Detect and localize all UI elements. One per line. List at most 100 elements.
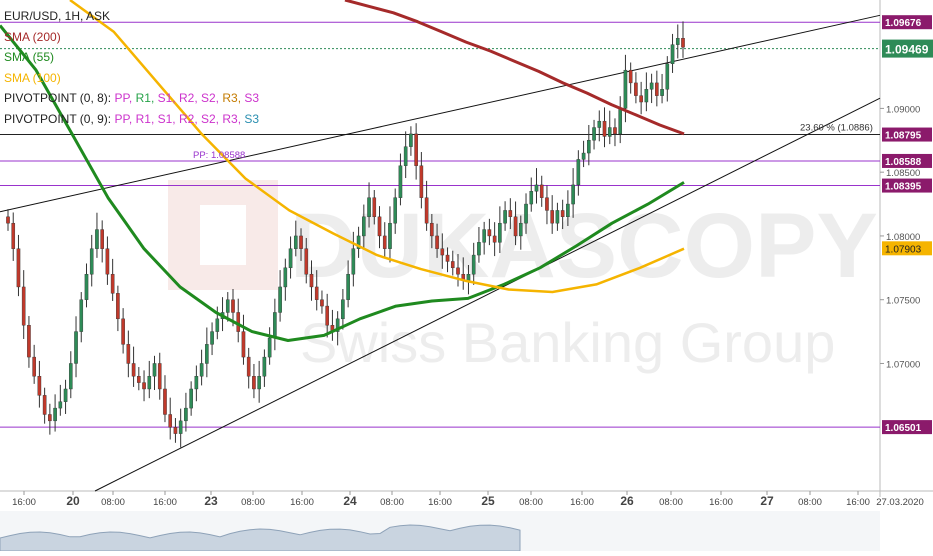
legend-sma200-label: SMA (200) [4,29,61,44]
candle-body [42,395,47,415]
candle-body [623,69,628,109]
legend-sma100[interactable]: SMA (100) [4,68,259,89]
legend-sma200[interactable]: SMA (200) [4,27,259,48]
candle-body [21,286,26,326]
candle-body [341,299,345,320]
pivot-pp-label: PP: 1.08588 [193,150,245,161]
candle-body [210,331,214,345]
sma100-price-tag [882,241,932,256]
level-price-label: 1.09676 [885,18,922,29]
candle-body [257,376,261,390]
watermark-logo-cross [200,205,246,265]
candle-body [581,152,586,160]
trendline [0,14,881,213]
legend-pivot-9[interactable]: PIVOTPOINT (0, 9): PP, R1, S1, R2, S2, R… [4,109,259,130]
annotations: PP: 1.08588 23.60 % (1.0886) [193,123,873,161]
level-price-tag [882,127,932,142]
candle-body [377,216,382,237]
candle-body [524,203,528,224]
sma200-line [344,0,685,136]
candle-body [252,376,256,390]
candle-body [675,38,680,45]
candle-body [419,165,424,198]
x-tick-label: 26 [620,494,634,508]
candle-body [618,108,623,135]
price-axis[interactable]: 1.09000 1.08500 1.08000 1.07500 1.07000 1.096… [880,15,933,435]
x-tick-label: 16:00 [570,497,594,508]
legend-pivot-9-label: PIVOTPOINT (0, 9): [4,111,115,126]
candle-body [639,95,643,103]
candle-body [68,363,73,390]
candle-body [450,261,455,269]
candle-body [628,69,633,84]
candle-body [215,318,220,332]
chart-legend: EUR/USD, 1H, ASK SMA (200) SMA (55) SMA … [4,6,259,129]
candle-body [84,273,89,300]
x-tick-label: 08:00 [101,497,125,508]
candle-body [602,120,607,137]
candle-body [58,401,63,409]
candle-body [508,210,513,218]
candle-body [116,293,120,320]
candle-body [79,299,84,332]
candle-body [320,299,324,307]
candle-body [225,299,230,313]
x-tick-label: 16:00 [709,497,733,508]
x-tick-label: 08:00 [380,497,404,508]
candle-body [304,248,309,275]
candle-body [262,356,267,377]
candle-body [168,414,173,428]
candle-body [63,388,68,402]
candle-body [309,273,314,288]
legend-sma55[interactable]: SMA (55) [4,47,259,68]
y-tick-label: 1.09000 [886,104,920,115]
legend-sma55-label: SMA (55) [4,50,55,64]
legend-pivot9-s2: S2, [201,111,223,126]
x-tick-label: 08:00 [241,497,265,508]
navigator-strip[interactable] [0,511,880,552]
candle-body [241,331,246,358]
candle-body [194,376,199,390]
candle-body [382,235,387,249]
moving-averages [0,0,685,342]
x-tick-label: 08:00 [519,497,543,508]
x-tick-label: 16:00 [846,497,870,508]
time-axis[interactable]: 16:00 20 08:00 16:00 23 08:00 16:00 24 08:00 16:0… [12,491,924,508]
x-tick-label: 24 [343,494,357,508]
level-price-label: 1.06501 [885,423,922,434]
candle-body [477,242,481,256]
candle-body [278,286,282,313]
candle-body [314,286,319,300]
legend-pivot-8[interactable]: PIVOTPOINT (0, 8): PP, R1, S1, R2, S2, R… [4,88,259,109]
legend-pivot8-r1: R1, [135,91,158,105]
candle-body [430,222,434,237]
sma100-line [69,0,685,294]
legend-pivot9-r2: R2, [178,111,201,126]
watermark-subtitle: Swiss Banking Group [300,311,835,374]
candle-body [597,120,602,128]
x-tick-label: 20 [66,494,80,508]
candlesticks [6,21,685,448]
legend-symbol: EUR/USD, 1H, ASK [4,6,259,27]
candle-body [89,248,94,275]
candle-body [178,420,183,434]
candle-body [409,133,413,147]
x-tick-label: 16:00 [153,497,177,508]
candle-body [356,235,361,249]
candle-body [393,197,398,224]
candle-body [362,216,366,237]
level-price-tag [882,153,932,168]
current-price-label: 1.09469 [885,43,929,57]
candle-body [346,273,350,300]
watermark-logo [168,180,278,290]
x-tick-label: 25 [481,494,495,508]
candle-body [121,318,125,345]
candle-body [48,414,52,422]
x-tick-label: 08:00 [798,497,822,508]
candle-body [351,248,356,275]
candle-body [157,363,162,390]
candle-body [503,210,507,224]
candle-body [372,197,377,218]
